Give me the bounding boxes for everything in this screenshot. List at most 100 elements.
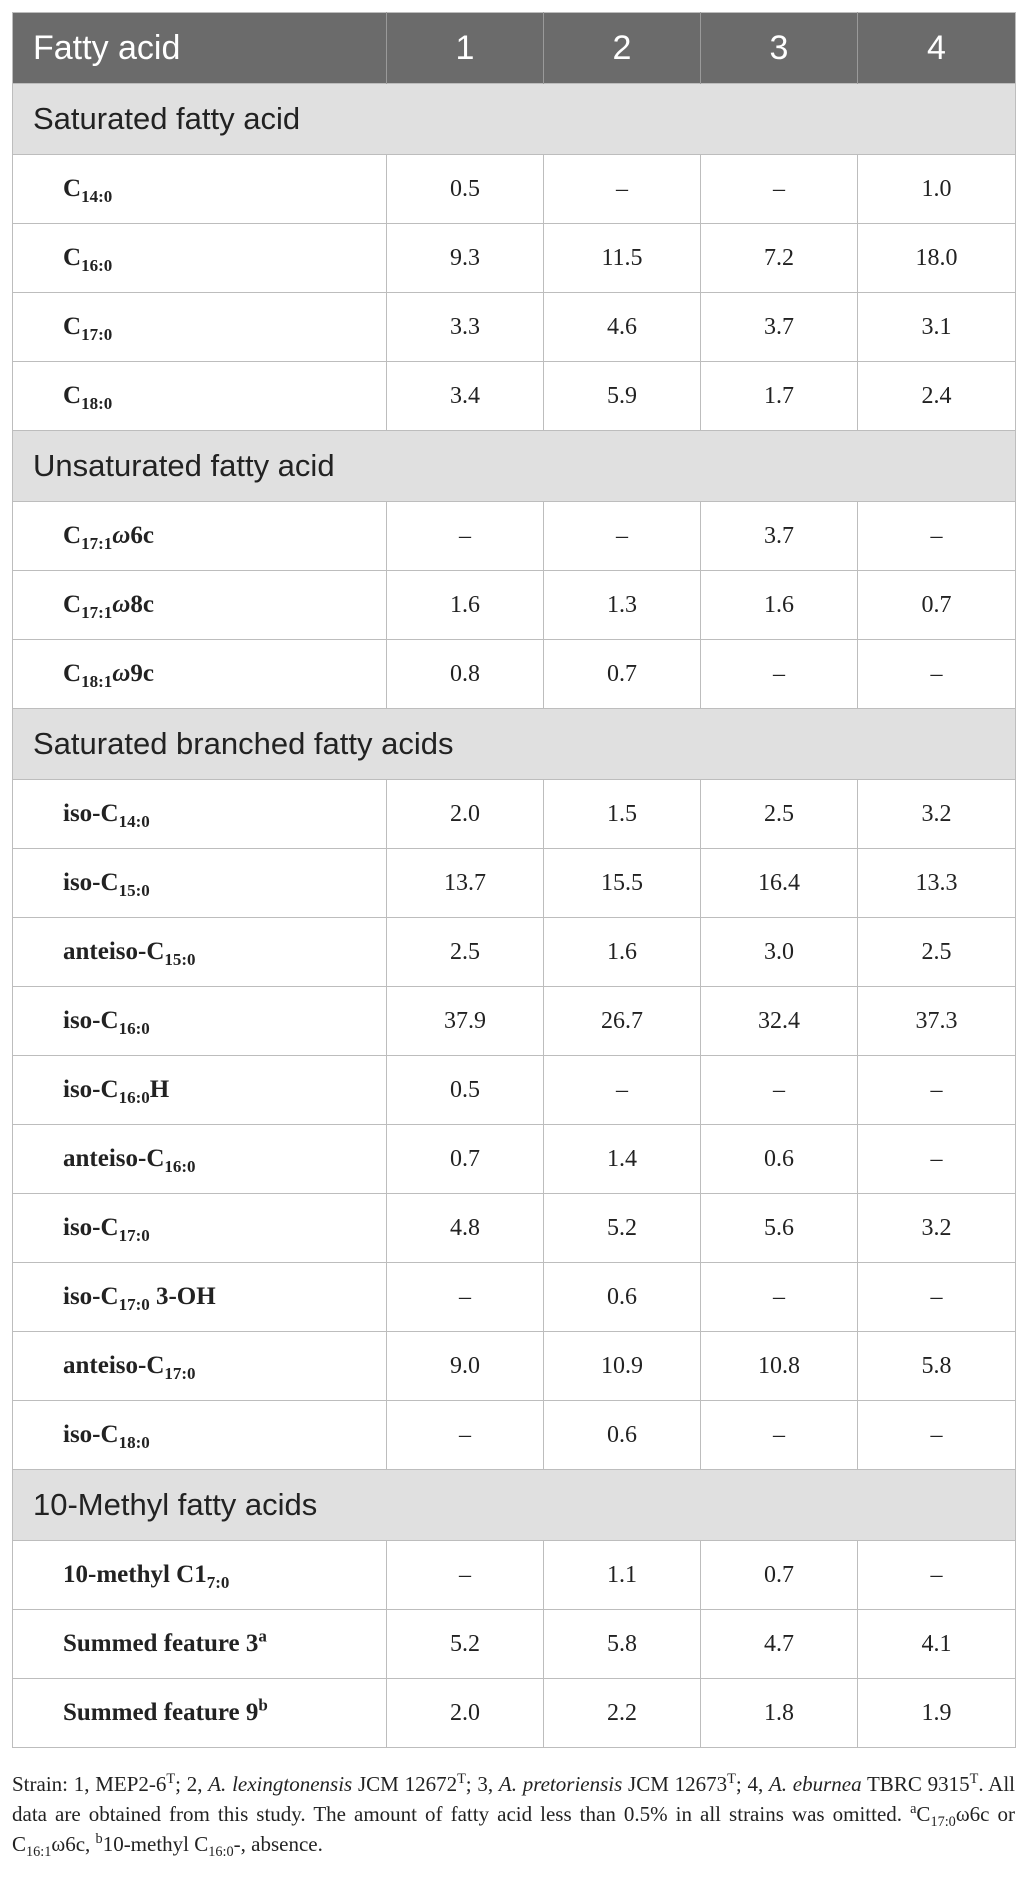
header-strain-2: 2 (543, 12, 701, 84)
value-cell-strain-3: 32.4 (700, 986, 858, 1056)
fatty-acid-name: C16:0 (12, 223, 387, 293)
value-cell-strain-2: 1.1 (543, 1540, 701, 1610)
value-cell-strain-3: 10.8 (700, 1331, 858, 1401)
value-cell-strain-4: – (857, 1400, 1016, 1470)
fatty-acid-name: C18:0 (12, 361, 387, 431)
value-cell-strain-4: 3.1 (857, 292, 1016, 362)
value-cell-strain-2: 5.2 (543, 1193, 701, 1263)
value-cell-strain-2: 15.5 (543, 848, 701, 918)
value-cell-strain-2: 0.6 (543, 1262, 701, 1332)
value-cell-strain-1: 9.3 (386, 223, 544, 293)
fatty-acid-name: iso-C16:0 (12, 986, 387, 1056)
value-cell-strain-1: 9.0 (386, 1331, 544, 1401)
value-cell-strain-2: – (543, 154, 701, 224)
value-cell-strain-1: 1.6 (386, 570, 544, 640)
value-cell-strain-1: 13.7 (386, 848, 544, 918)
table-footnote: Strain: 1, MEP2-6T; 2, A. lexingtonensis… (12, 1771, 1015, 1861)
value-cell-strain-3: 16.4 (700, 848, 858, 918)
fatty-acid-name: C14:0 (12, 154, 387, 224)
table-row: iso-C17:0 4.8 5.2 5.6 3.2 (12, 1193, 1016, 1263)
value-cell-strain-2: 1.3 (543, 570, 701, 640)
section-title: 10-Methyl fatty acids (12, 1469, 1016, 1541)
value-cell-strain-3: 1.7 (700, 361, 858, 431)
value-cell-strain-4: – (857, 639, 1016, 709)
value-cell-strain-4: 0.7 (857, 570, 1016, 640)
value-cell-strain-2: 1.6 (543, 917, 701, 987)
value-cell-strain-3: 7.2 (700, 223, 858, 293)
table-row: C14:0 0.5– –1.0 (12, 154, 1016, 224)
fatty-acid-name: C17:0 (12, 292, 387, 362)
value-cell-strain-2: – (543, 1055, 701, 1125)
value-cell-strain-4: 1.0 (857, 154, 1016, 224)
value-cell-strain-4: 2.4 (857, 361, 1016, 431)
fatty-acid-name: anteiso-C16:0 (12, 1124, 387, 1194)
table-row: anteiso-C17:0 9.0 10.9 10.8 5.8 (12, 1331, 1016, 1401)
header-strain-1: 1 (386, 12, 544, 84)
value-cell-strain-1: 0.5 (386, 154, 544, 224)
value-cell-strain-2: 10.9 (543, 1331, 701, 1401)
value-cell-strain-4: – (857, 501, 1016, 571)
section-header-row: Unsaturated fatty acid (12, 430, 1016, 502)
value-cell-strain-1: 0.5 (386, 1055, 544, 1125)
value-cell-strain-4: 3.2 (857, 1193, 1016, 1263)
value-cell-strain-3: 4.7 (700, 1609, 858, 1679)
fatty-acid-table-container: Fatty acid 1 2 3 4 Saturated fatty acid C… (12, 12, 1016, 1748)
value-cell-strain-1: – (386, 501, 544, 571)
value-cell-strain-2: 26.7 (543, 986, 701, 1056)
table-row: C17:0 3.3 4.6 3.7 3.1 (12, 292, 1016, 362)
header-strain-4: 4 (857, 12, 1016, 84)
value-cell-strain-4: – (857, 1262, 1016, 1332)
value-cell-strain-4: 18.0 (857, 223, 1016, 293)
table-row: C18:0 3.4 5.9 1.7 2.4 (12, 361, 1016, 431)
value-cell-strain-2: 5.8 (543, 1609, 701, 1679)
section-header-row: Saturated branched fatty acids (12, 708, 1016, 780)
value-cell-strain-1: 3.3 (386, 292, 544, 362)
fatty-acid-name: 10-methyl C17:0 (12, 1540, 387, 1610)
value-cell-strain-1: 37.9 (386, 986, 544, 1056)
value-cell-strain-3: 3.7 (700, 501, 858, 571)
value-cell-strain-2: 5.9 (543, 361, 701, 431)
value-cell-strain-3: 1.6 (700, 570, 858, 640)
value-cell-strain-3: – (700, 639, 858, 709)
table-row: C16:0 9.3 11.5 7.2 18.0 (12, 223, 1016, 293)
value-cell-strain-1: 0.8 (386, 639, 544, 709)
value-cell-strain-4: – (857, 1055, 1016, 1125)
value-cell-strain-2: 1.4 (543, 1124, 701, 1194)
value-cell-strain-4: 5.8 (857, 1331, 1016, 1401)
value-cell-strain-4: – (857, 1540, 1016, 1610)
fatty-acid-name: anteiso-C17:0 (12, 1331, 387, 1401)
value-cell-strain-4: – (857, 1124, 1016, 1194)
value-cell-strain-3: 1.8 (700, 1678, 858, 1748)
section-title: Saturated branched fatty acids (12, 708, 1016, 780)
value-cell-strain-2: 0.7 (543, 639, 701, 709)
fatty-acid-name: iso-C16:0H (12, 1055, 387, 1125)
value-cell-strain-1: 2.0 (386, 779, 544, 849)
fatty-acid-name: anteiso-C15:0 (12, 917, 387, 987)
fatty-acid-name: iso-C17:0 (12, 1193, 387, 1263)
fatty-acid-name: C18:1ω9c (12, 639, 387, 709)
table-row: anteiso-C16:0 0.7 1.4 0.6– (12, 1124, 1016, 1194)
value-cell-strain-4: 2.5 (857, 917, 1016, 987)
table-row: iso-C14:0 2.0 1.5 2.5 3.2 (12, 779, 1016, 849)
header-strain-3: 3 (700, 12, 858, 84)
table-body: Saturated fatty acid C14:0 0.5– –1.0 C16:0 9.… (12, 83, 1016, 1748)
value-cell-strain-2: 0.6 (543, 1400, 701, 1470)
value-cell-strain-1: 3.4 (386, 361, 544, 431)
fatty-acid-name: Summed feature 9b (12, 1678, 387, 1748)
table-row: Summed feature 3a 5.2 5.8 4.7 4.1 (12, 1609, 1016, 1679)
value-cell-strain-3: 0.7 (700, 1540, 858, 1610)
value-cell-strain-2: – (543, 501, 701, 571)
value-cell-strain-3: – (700, 1055, 858, 1125)
value-cell-strain-3: – (700, 1400, 858, 1470)
fatty-acid-name: iso-C18:0 (12, 1400, 387, 1470)
value-cell-strain-1: – (386, 1262, 544, 1332)
section-header-row: Saturated fatty acid (12, 83, 1016, 155)
value-cell-strain-4: 13.3 (857, 848, 1016, 918)
table-row: 10-methyl C17:0–1.1 0.7– (12, 1540, 1016, 1610)
table-row: iso-C16:0H 0.5– – – (12, 1055, 1016, 1125)
table-row: iso-C17:0 3-OH –0.6– – (12, 1262, 1016, 1332)
value-cell-strain-1: 5.2 (386, 1609, 544, 1679)
value-cell-strain-1: 0.7 (386, 1124, 544, 1194)
fatty-acid-name: C17:1ω8c (12, 570, 387, 640)
value-cell-strain-1: – (386, 1400, 544, 1470)
